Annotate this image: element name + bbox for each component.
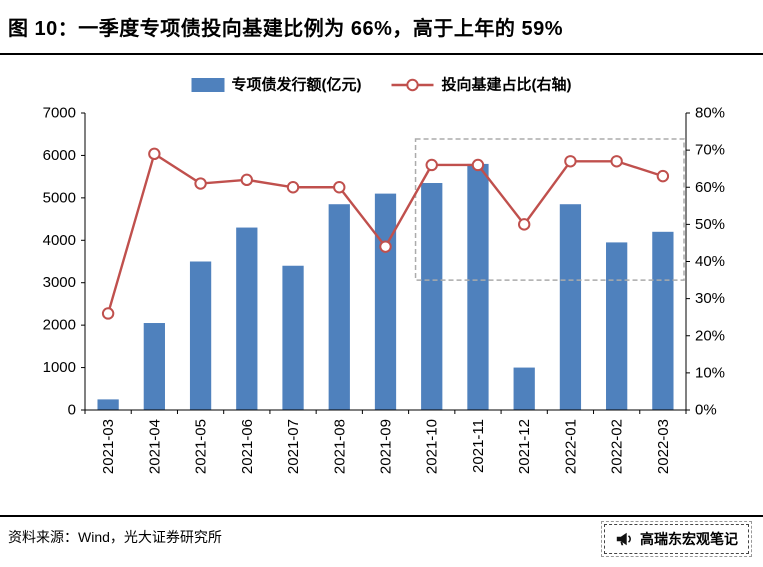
bar-2021-12 bbox=[513, 367, 535, 410]
line-marker-2022-02 bbox=[610, 155, 623, 168]
bar-2021-11 bbox=[467, 163, 489, 410]
x-axis-label: 2022-03 bbox=[655, 419, 672, 474]
bar-2021-05 bbox=[189, 261, 212, 410]
line-marker-2021-06 bbox=[240, 173, 254, 187]
bar-2022-03 bbox=[652, 231, 674, 410]
line-marker-2021-09 bbox=[379, 240, 392, 253]
right-axis-label: 0% bbox=[695, 402, 717, 419]
line-marker-2022-03 bbox=[656, 169, 670, 183]
left-axis-label: 0 bbox=[68, 402, 76, 419]
right-axis-label: 40% bbox=[695, 253, 725, 270]
left-axis-label: 4000 bbox=[43, 232, 76, 249]
x-axis-label: 2021-06 bbox=[239, 419, 256, 474]
left-axis-label: 1000 bbox=[43, 359, 76, 376]
bar-2022-02 bbox=[606, 242, 628, 410]
line-marker-2021-07 bbox=[286, 181, 300, 194]
right-axis-label: 20% bbox=[695, 327, 725, 344]
x-axis-label: 2021-11 bbox=[470, 419, 487, 473]
bar-2021-08 bbox=[328, 204, 350, 410]
x-axis-label: 2021-05 bbox=[193, 419, 210, 474]
left-axis-label: 2000 bbox=[43, 317, 76, 334]
highlight-box bbox=[414, 138, 685, 281]
left-axis-label: 6000 bbox=[43, 147, 76, 164]
x-axis-label: 2021-12 bbox=[516, 419, 533, 474]
brand-name: 高瑞东宏观笔记 bbox=[640, 531, 738, 547]
legend-bar-swatch bbox=[191, 78, 225, 92]
chart-area: 0 1000 2000 3000 4000 5000 6000 7000 0% 10% 20% 30%… bbox=[0, 55, 763, 515]
brand-badge: 高瑞东宏观笔记 bbox=[601, 521, 752, 557]
x-axis-label: 2022-02 bbox=[609, 419, 626, 474]
bar-2022-01 bbox=[559, 204, 582, 410]
left-axis-label: 5000 bbox=[43, 189, 76, 206]
right-axis-label: 60% bbox=[695, 179, 725, 196]
bar-2021-07 bbox=[282, 265, 304, 410]
figure-footer: 资料来源：Wind，光大证券研究所 高瑞东宏观笔记 bbox=[0, 515, 763, 565]
line-marker-2021-04 bbox=[148, 147, 161, 161]
x-axis-label: 2021-08 bbox=[331, 419, 348, 474]
bar-2021-04 bbox=[143, 323, 165, 410]
right-axis-label: 10% bbox=[695, 364, 725, 381]
source-note: 资料来源：Wind，光大证券研究所 bbox=[8, 529, 222, 545]
left-axis-label: 7000 bbox=[43, 105, 76, 122]
line-marker-2021-12 bbox=[517, 218, 531, 231]
right-axis-label: 30% bbox=[695, 290, 725, 307]
bar-2021-06 bbox=[236, 227, 258, 410]
x-axis-label: 2021-07 bbox=[285, 419, 302, 474]
x-axis-label: 2021-03 bbox=[100, 419, 117, 474]
line-marker-2021-03 bbox=[101, 307, 115, 320]
right-axis-label: 80% bbox=[695, 105, 725, 122]
bar-2021-03 bbox=[97, 399, 119, 410]
x-axis-label: 2021-09 bbox=[378, 419, 395, 474]
left-axis-label: 3000 bbox=[43, 274, 76, 291]
bar-2021-10 bbox=[421, 183, 443, 410]
line-marker-2021-08 bbox=[333, 181, 346, 194]
figure-title: 图 10：一季度专项债投向基建比例为 66%，高于上年的 59% bbox=[8, 18, 563, 40]
x-axis-label: 2022-01 bbox=[562, 419, 579, 474]
right-axis-label: 50% bbox=[695, 216, 725, 233]
line-marker-2021-10 bbox=[425, 158, 438, 172]
legend-line-marker bbox=[406, 78, 419, 92]
bar-2021-09 bbox=[374, 193, 397, 410]
line-marker-2022-01 bbox=[564, 155, 577, 168]
x-axis-label: 2021-10 bbox=[424, 419, 441, 474]
line-marker-2021-05 bbox=[194, 177, 207, 190]
legend-bar-label: 专项债发行额(亿元) bbox=[232, 76, 362, 94]
megaphone-icon bbox=[615, 530, 633, 548]
legend-line-label: 投向基建占比(右轴) bbox=[442, 76, 572, 94]
line-marker-2021-11 bbox=[471, 158, 485, 172]
right-axis-label: 70% bbox=[695, 142, 725, 159]
combo-chart: 0 1000 2000 3000 4000 5000 6000 7000 0% 10% 20% 30%… bbox=[43, 76, 725, 475]
figure-header: 图 10：一季度专项债投向基建比例为 66%，高于上年的 59% bbox=[0, 0, 763, 55]
legend: 专项债发行额(亿元) 投向基建占比(右轴) bbox=[191, 76, 572, 94]
x-axis-label: 2021-04 bbox=[146, 419, 163, 474]
